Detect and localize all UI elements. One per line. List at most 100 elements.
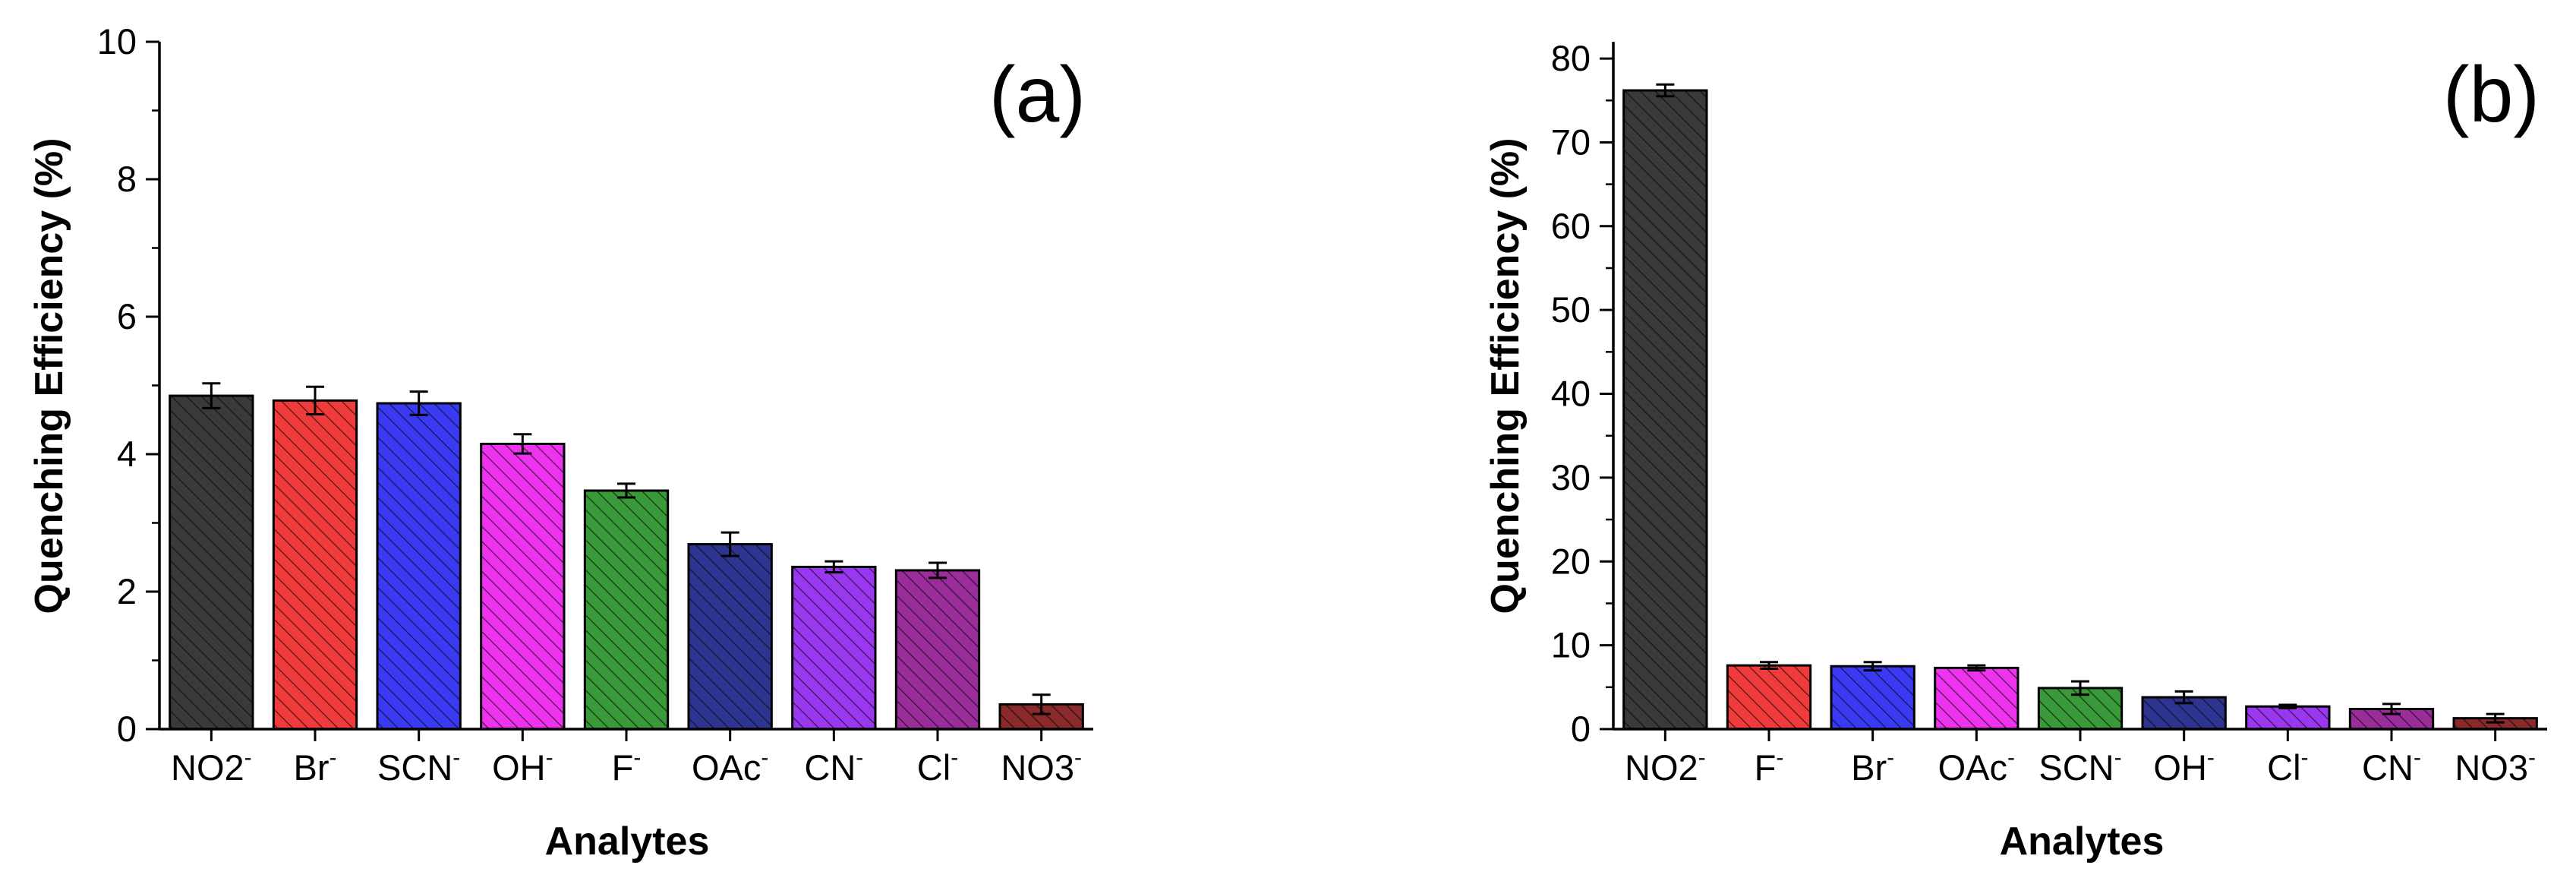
axes-b (1600, 42, 2547, 741)
x-tick-label: OAc- (692, 745, 768, 788)
x-tick-label-base: NO3 (2455, 747, 2528, 788)
y-tick-label: 50 (1551, 289, 1591, 330)
bar-group-a (169, 394, 1084, 731)
x-axis-title-b: Analytes (2000, 819, 2165, 864)
x-tick-label: Cl- (2267, 745, 2308, 788)
x-tick-label-sup: - (951, 745, 958, 770)
bar-outline (583, 489, 670, 731)
y-tick-labels-a: 0 2 4 6 8 10 (97, 21, 137, 749)
x-tick-label-base: Br (294, 747, 329, 788)
y-tick-label: 40 (1551, 374, 1591, 414)
error-bar-group-b (1656, 83, 2505, 724)
x-tick-label: Br- (294, 745, 337, 788)
y-tick-label: 10 (1551, 625, 1591, 665)
bar-outline (272, 399, 358, 731)
axes-a (146, 40, 1093, 741)
x-tick-label-sup: - (1776, 745, 1783, 770)
error-bar-group-a (202, 382, 1051, 715)
x-tick-label-sup: - (2114, 745, 2122, 770)
y-tick-label: 20 (1551, 541, 1591, 581)
x-tick-label-sup: - (546, 745, 553, 770)
x-tick-label: Cl- (917, 745, 958, 788)
bar-outline (687, 543, 773, 731)
x-tick-label: OH- (2153, 745, 2215, 788)
x-tick-label-sup: - (761, 745, 768, 770)
bar-outline (480, 442, 566, 731)
x-tick-label: F- (612, 745, 642, 788)
x-tick-label-base: OAc (1938, 747, 2007, 788)
bar-outline (376, 402, 462, 731)
x-tick-label: CN- (2362, 745, 2421, 788)
x-tick-label-sup: - (856, 745, 863, 770)
y-tick-label: 6 (117, 296, 137, 336)
panel-label-b: (b) (2443, 51, 2540, 139)
x-tick-labels-b: NO2- F- Br- OAc- SCN- OH- Cl- CN- NO3- (1625, 745, 2536, 788)
y-axis-title-a: Quenching Efficiency (%) (27, 138, 71, 614)
x-tick-label: OAc- (1938, 745, 2015, 788)
x-tick-label: NO3- (2455, 745, 2536, 788)
x-tick-label-sup: - (633, 745, 641, 770)
x-tick-label: SCN- (2038, 745, 2121, 788)
x-tick-label-base: OAc (692, 747, 761, 788)
x-tick-label: CN- (804, 745, 863, 788)
y-tick-label: 0 (1571, 709, 1591, 749)
y-tick-labels-b: 0 10 20 30 40 50 60 70 80 (1551, 38, 1591, 749)
x-tick-label-sup: - (2007, 745, 2015, 770)
x-tick-label-base: Cl (2267, 747, 2300, 788)
bar-outline (1934, 666, 2019, 731)
y-tick-label: 0 (117, 709, 137, 749)
bar-outline (2245, 705, 2331, 731)
y-tick-label: 2 (117, 571, 137, 611)
x-tick-label-sup: - (1698, 745, 1706, 770)
y-tick-label: 60 (1551, 206, 1591, 246)
x-tick-label: SCN- (377, 745, 460, 788)
x-tick-label-base: CN (804, 747, 856, 788)
bar-outline (1830, 665, 1915, 731)
x-tick-label-base: SCN (2038, 747, 2114, 788)
y-tick-label: 80 (1551, 38, 1591, 78)
x-tick-label-base: SCN (377, 747, 452, 788)
x-tick-label-sup: - (452, 745, 460, 770)
x-tick-label-base: OH (2153, 747, 2207, 788)
x-tick-label: OH- (492, 745, 553, 788)
x-tick-label-base: NO2 (171, 747, 244, 788)
x-tick-label-sup: - (244, 745, 252, 770)
x-tick-label: NO3- (1001, 745, 1082, 788)
x-tick-labels-a: NO2- Br- SCN- OH- F- OAc- CN- Cl- NO3- (171, 745, 1082, 788)
bar-outline (791, 565, 877, 731)
y-axis-title-b: Quenching Efficiency (%) (1483, 138, 1528, 614)
x-tick-label-sup: - (2301, 745, 2309, 770)
x-tick-label-base: Br (1851, 747, 1887, 788)
x-axis-title-a: Analytes (545, 819, 710, 864)
bar-outline (169, 394, 254, 731)
bar-outline (1622, 89, 1708, 731)
x-tick-label-sup: - (2207, 745, 2215, 770)
y-tick-label: 70 (1551, 122, 1591, 162)
x-tick-label-base: Cl (917, 747, 951, 788)
bar-group-b (1622, 89, 2538, 731)
x-tick-label: Br- (1851, 745, 1894, 788)
x-tick-label-base: CN (2362, 747, 2414, 788)
x-tick-label: NO2- (1625, 745, 1706, 788)
x-tick-label-sup: - (2528, 745, 2536, 770)
x-tick-label: F- (1755, 745, 1784, 788)
y-tick-label: 4 (117, 434, 137, 474)
x-tick-label-base: F (1755, 747, 1777, 788)
x-tick-label-base: OH (492, 747, 546, 788)
x-tick-label-sup: - (2414, 745, 2421, 770)
panel-label-a: (a) (989, 51, 1086, 139)
y-tick-label: 10 (97, 21, 137, 62)
y-tick-label: 30 (1551, 457, 1591, 497)
x-tick-label-base: NO2 (1625, 747, 1698, 788)
x-tick-label-sup: - (329, 745, 337, 770)
bar-outline (1726, 664, 1812, 731)
x-tick-label-sup: - (1074, 745, 1082, 770)
x-tick-label-base: NO3 (1001, 747, 1074, 788)
x-tick-label: NO2- (171, 745, 252, 788)
x-tick-label-base: F (612, 747, 634, 788)
bar-outline (894, 569, 981, 731)
y-tick-label: 8 (117, 159, 137, 199)
